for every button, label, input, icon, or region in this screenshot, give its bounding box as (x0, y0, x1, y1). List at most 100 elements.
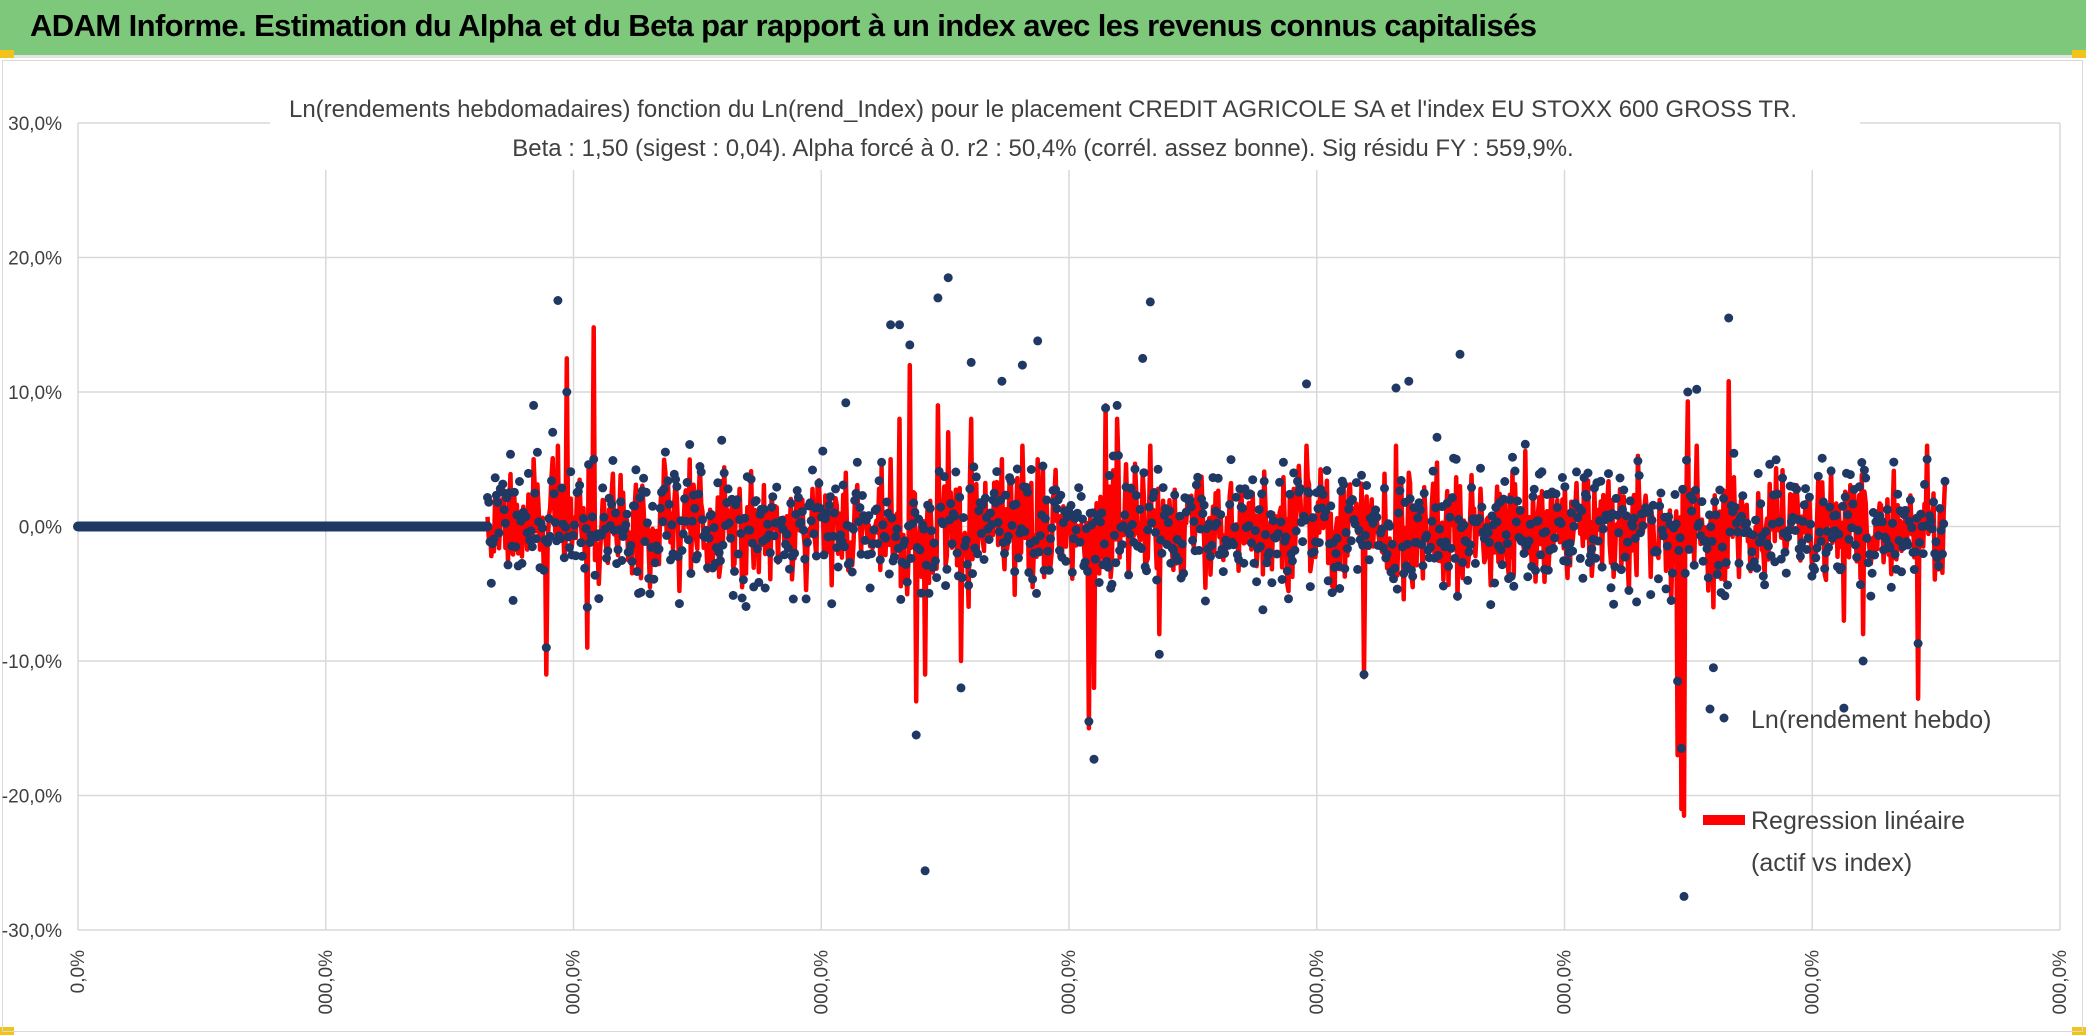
data-point (1862, 533, 1872, 543)
data-point (696, 467, 706, 477)
data-point (515, 477, 524, 486)
data-point (951, 467, 961, 477)
data-point (872, 504, 881, 514)
data-point (801, 594, 811, 604)
data-point (626, 540, 636, 550)
data-point (857, 491, 867, 500)
data-point (1859, 465, 1869, 475)
data-point (1309, 547, 1319, 557)
data-point (530, 488, 540, 498)
data-point (746, 474, 756, 484)
data-point (915, 545, 925, 555)
data-point (847, 567, 857, 577)
data-point (1084, 717, 1094, 726)
data-point (1692, 384, 1702, 394)
data-point (1024, 567, 1034, 577)
data-point (658, 517, 668, 527)
data-point (741, 602, 751, 611)
data-point (855, 503, 865, 513)
data-point (939, 472, 949, 482)
data-point (1075, 537, 1085, 547)
data-point (1156, 535, 1166, 545)
data-point (545, 531, 555, 541)
data-point (892, 524, 902, 534)
data-point (1042, 495, 1052, 505)
data-point (1742, 518, 1752, 528)
data-point (1691, 485, 1700, 495)
data-point (1078, 514, 1087, 524)
data-point (1244, 521, 1254, 531)
data-point (900, 536, 910, 546)
data-point (1886, 582, 1896, 592)
data-point (792, 486, 802, 495)
y-tick-label: 10,0% (8, 383, 62, 404)
data-point (1248, 475, 1258, 485)
data-point (1635, 528, 1645, 538)
data-point (1729, 448, 1739, 458)
data-point (881, 533, 890, 543)
data-point (671, 474, 681, 484)
x-tick-label: 000,0% (316, 950, 337, 1015)
data-point (878, 520, 888, 530)
data-point (1513, 496, 1523, 506)
data-point (1152, 575, 1162, 585)
data-point (1463, 575, 1473, 585)
data-point (1191, 480, 1201, 490)
y-tick-label: 0,0% (19, 518, 62, 539)
data-point (1040, 514, 1050, 524)
data-point (1676, 743, 1686, 753)
data-point (808, 465, 817, 475)
data-point (1652, 547, 1662, 557)
data-point (730, 566, 739, 576)
data-point (829, 508, 839, 518)
data-point (1011, 499, 1021, 509)
data-point (788, 594, 798, 604)
data-point (553, 296, 563, 305)
data-point (527, 542, 537, 552)
data-point (1624, 586, 1634, 595)
data-point (1510, 466, 1520, 476)
data-point (1839, 703, 1849, 713)
data-point (768, 492, 778, 502)
data-point (1216, 510, 1226, 520)
data-point (1414, 498, 1424, 508)
data-point (1006, 476, 1016, 486)
legend-point-marker (1705, 704, 1715, 714)
data-point (1615, 473, 1625, 483)
legend-label-line-2: (actif vs index) (1751, 849, 1912, 877)
data-point (663, 476, 673, 486)
data-point (992, 467, 1002, 477)
data-point (1816, 536, 1826, 546)
data-point (1609, 599, 1619, 609)
data-point (1597, 562, 1607, 572)
data-point (1275, 477, 1285, 487)
data-point (1193, 472, 1203, 482)
data-point (1230, 522, 1240, 532)
data-point (1255, 541, 1265, 551)
data-point (1688, 495, 1698, 504)
data-point (511, 542, 521, 552)
data-point (1438, 581, 1448, 591)
data-point (499, 505, 509, 515)
data-point (1372, 512, 1382, 522)
data-point (500, 518, 510, 528)
data-point (1395, 486, 1405, 496)
data-point (1387, 539, 1397, 549)
data-point (1055, 546, 1064, 555)
data-point (1052, 504, 1062, 514)
data-point (1001, 490, 1011, 500)
data-point (1843, 510, 1853, 520)
data-point (1465, 540, 1475, 550)
data-point (1756, 499, 1766, 509)
data-point (1403, 539, 1412, 549)
data-point (1551, 489, 1561, 499)
data-point (1852, 552, 1862, 562)
data-point (1771, 455, 1781, 465)
data-point (639, 473, 649, 483)
data-point (1582, 492, 1592, 502)
data-point (1170, 490, 1180, 500)
data-point (1071, 525, 1081, 535)
data-point (1450, 553, 1460, 563)
data-points-layer (73, 273, 1950, 901)
data-point (1653, 574, 1663, 584)
